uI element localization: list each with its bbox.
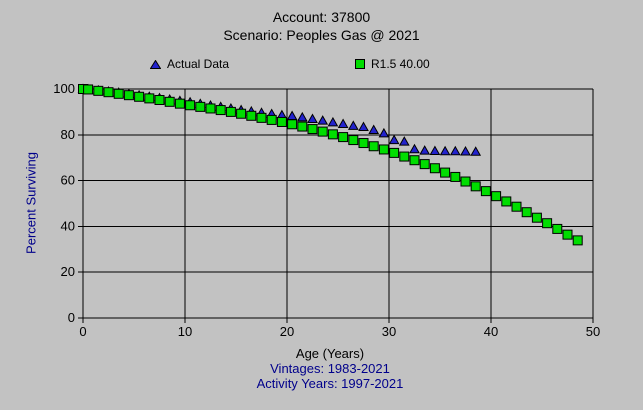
actual-data-point (307, 113, 318, 123)
x-axis-title: Age (Years) (295, 346, 365, 361)
y-tick-label: 40 (61, 218, 75, 233)
fitted-curve-point (317, 126, 328, 137)
fitted-curve-point (297, 121, 308, 132)
fitted-curve-point (134, 91, 145, 102)
fitted-curve-point (409, 155, 420, 166)
fitted-curve-point (256, 112, 267, 123)
x-tick-label: 20 (280, 324, 294, 339)
fitted-curve-point (164, 96, 175, 107)
fitted-curve-point (266, 114, 277, 125)
fitted-curve-point (93, 85, 104, 96)
fitted-curve-point (276, 116, 287, 127)
y-axis-title: Percent Surviving (23, 152, 39, 254)
actual-data-point (327, 116, 339, 127)
fitted-curve-point (144, 93, 155, 104)
legend-label-fitted-curve: R1.5 40.00 (371, 57, 430, 71)
actual-data-point (460, 145, 471, 156)
fitted-curve-point (358, 138, 369, 149)
fitted-curve-point (491, 191, 502, 202)
fitted-curve-point (154, 94, 165, 105)
actual-data-point (398, 136, 410, 146)
fitted-curve-point (103, 87, 114, 98)
fitted-curve-point (287, 119, 298, 130)
y-tick-label: 20 (61, 264, 75, 279)
y-tick-label: 60 (61, 173, 75, 188)
fitted-curve-point (531, 212, 542, 223)
actual-data-point (378, 127, 390, 138)
fitted-curve-point (113, 88, 124, 99)
fitted-curve-point (419, 159, 430, 170)
fitted-curve-point (542, 218, 553, 229)
y-tick-label: 100 (53, 81, 75, 96)
fitted-curve-point (246, 110, 257, 121)
legend-label-actual-data: Actual Data (167, 57, 230, 71)
fitted-curve-point (470, 181, 481, 192)
fitted-curve-point (368, 141, 379, 152)
actual-data-point (347, 120, 359, 130)
y-tick-label: 0 (68, 310, 75, 325)
fitted-curve-point (521, 207, 532, 218)
actual-data-point (439, 145, 451, 156)
fitted-curve-point (338, 132, 349, 143)
fitted-curve-point (195, 101, 206, 112)
fitted-curve-point (440, 167, 451, 178)
legend-item-actual-data: Actual Data (150, 56, 229, 72)
chart-title-account: Account: 37800 (272, 9, 371, 25)
actual-data-point (449, 145, 461, 156)
actual-data-point (368, 124, 380, 134)
fitted-curve-point (429, 163, 440, 174)
activity-years-note: Activity Years: 1997-2021 (256, 376, 404, 391)
chart-title-scenario: Scenario: Peoples Gas @ 2021 (223, 27, 420, 43)
actual-data-point (388, 134, 400, 145)
fitted-curve-point (83, 84, 94, 95)
x-tick-label: 30 (382, 324, 396, 339)
fitted-curve-point (378, 144, 389, 155)
actual-data-point (470, 146, 482, 156)
legend-item-fitted-curve: R1.5 40.00 (355, 56, 430, 72)
actual-data-point (429, 145, 441, 156)
actual-data-point (286, 110, 298, 121)
fitted-curve-point (552, 223, 563, 234)
fitted-curve-point (348, 135, 359, 146)
fitted-curve-point (225, 106, 236, 117)
square-marker-icon (355, 59, 365, 69)
fitted-curve-point (174, 98, 185, 109)
fitted-curve-point (572, 235, 583, 246)
x-tick-label: 50 (586, 324, 600, 339)
actual-data-point (419, 145, 431, 155)
actual-data-point (337, 118, 349, 129)
vintages-note: Vintages: 1983-2021 (270, 361, 390, 376)
fitted-curve-point (307, 124, 318, 135)
fitted-curve-point (450, 171, 461, 182)
fitted-curve-point (236, 108, 247, 119)
fitted-curve-point (389, 147, 400, 158)
fitted-curve-point (480, 186, 491, 197)
y-tick-label: 80 (61, 127, 75, 142)
fitted-curve-point (123, 90, 134, 101)
fitted-curve-point (562, 229, 573, 240)
fitted-curve-point (460, 176, 471, 187)
x-tick-label: 40 (484, 324, 498, 339)
triangle-marker-icon (150, 59, 161, 69)
x-tick-label: 10 (178, 324, 192, 339)
fitted-curve-point (185, 100, 196, 111)
x-tick-label: 0 (79, 324, 86, 339)
fitted-curve-point (501, 196, 512, 207)
fitted-curve-point (215, 105, 226, 116)
actual-data-point (317, 115, 329, 125)
actual-data-point (409, 143, 420, 154)
actual-data-point (358, 121, 369, 132)
fitted-curve-point (399, 151, 410, 162)
fitted-curve-point (205, 103, 216, 114)
actual-data-point (296, 111, 308, 122)
fitted-curve-point (511, 201, 522, 212)
fitted-curve-point (327, 129, 338, 140)
